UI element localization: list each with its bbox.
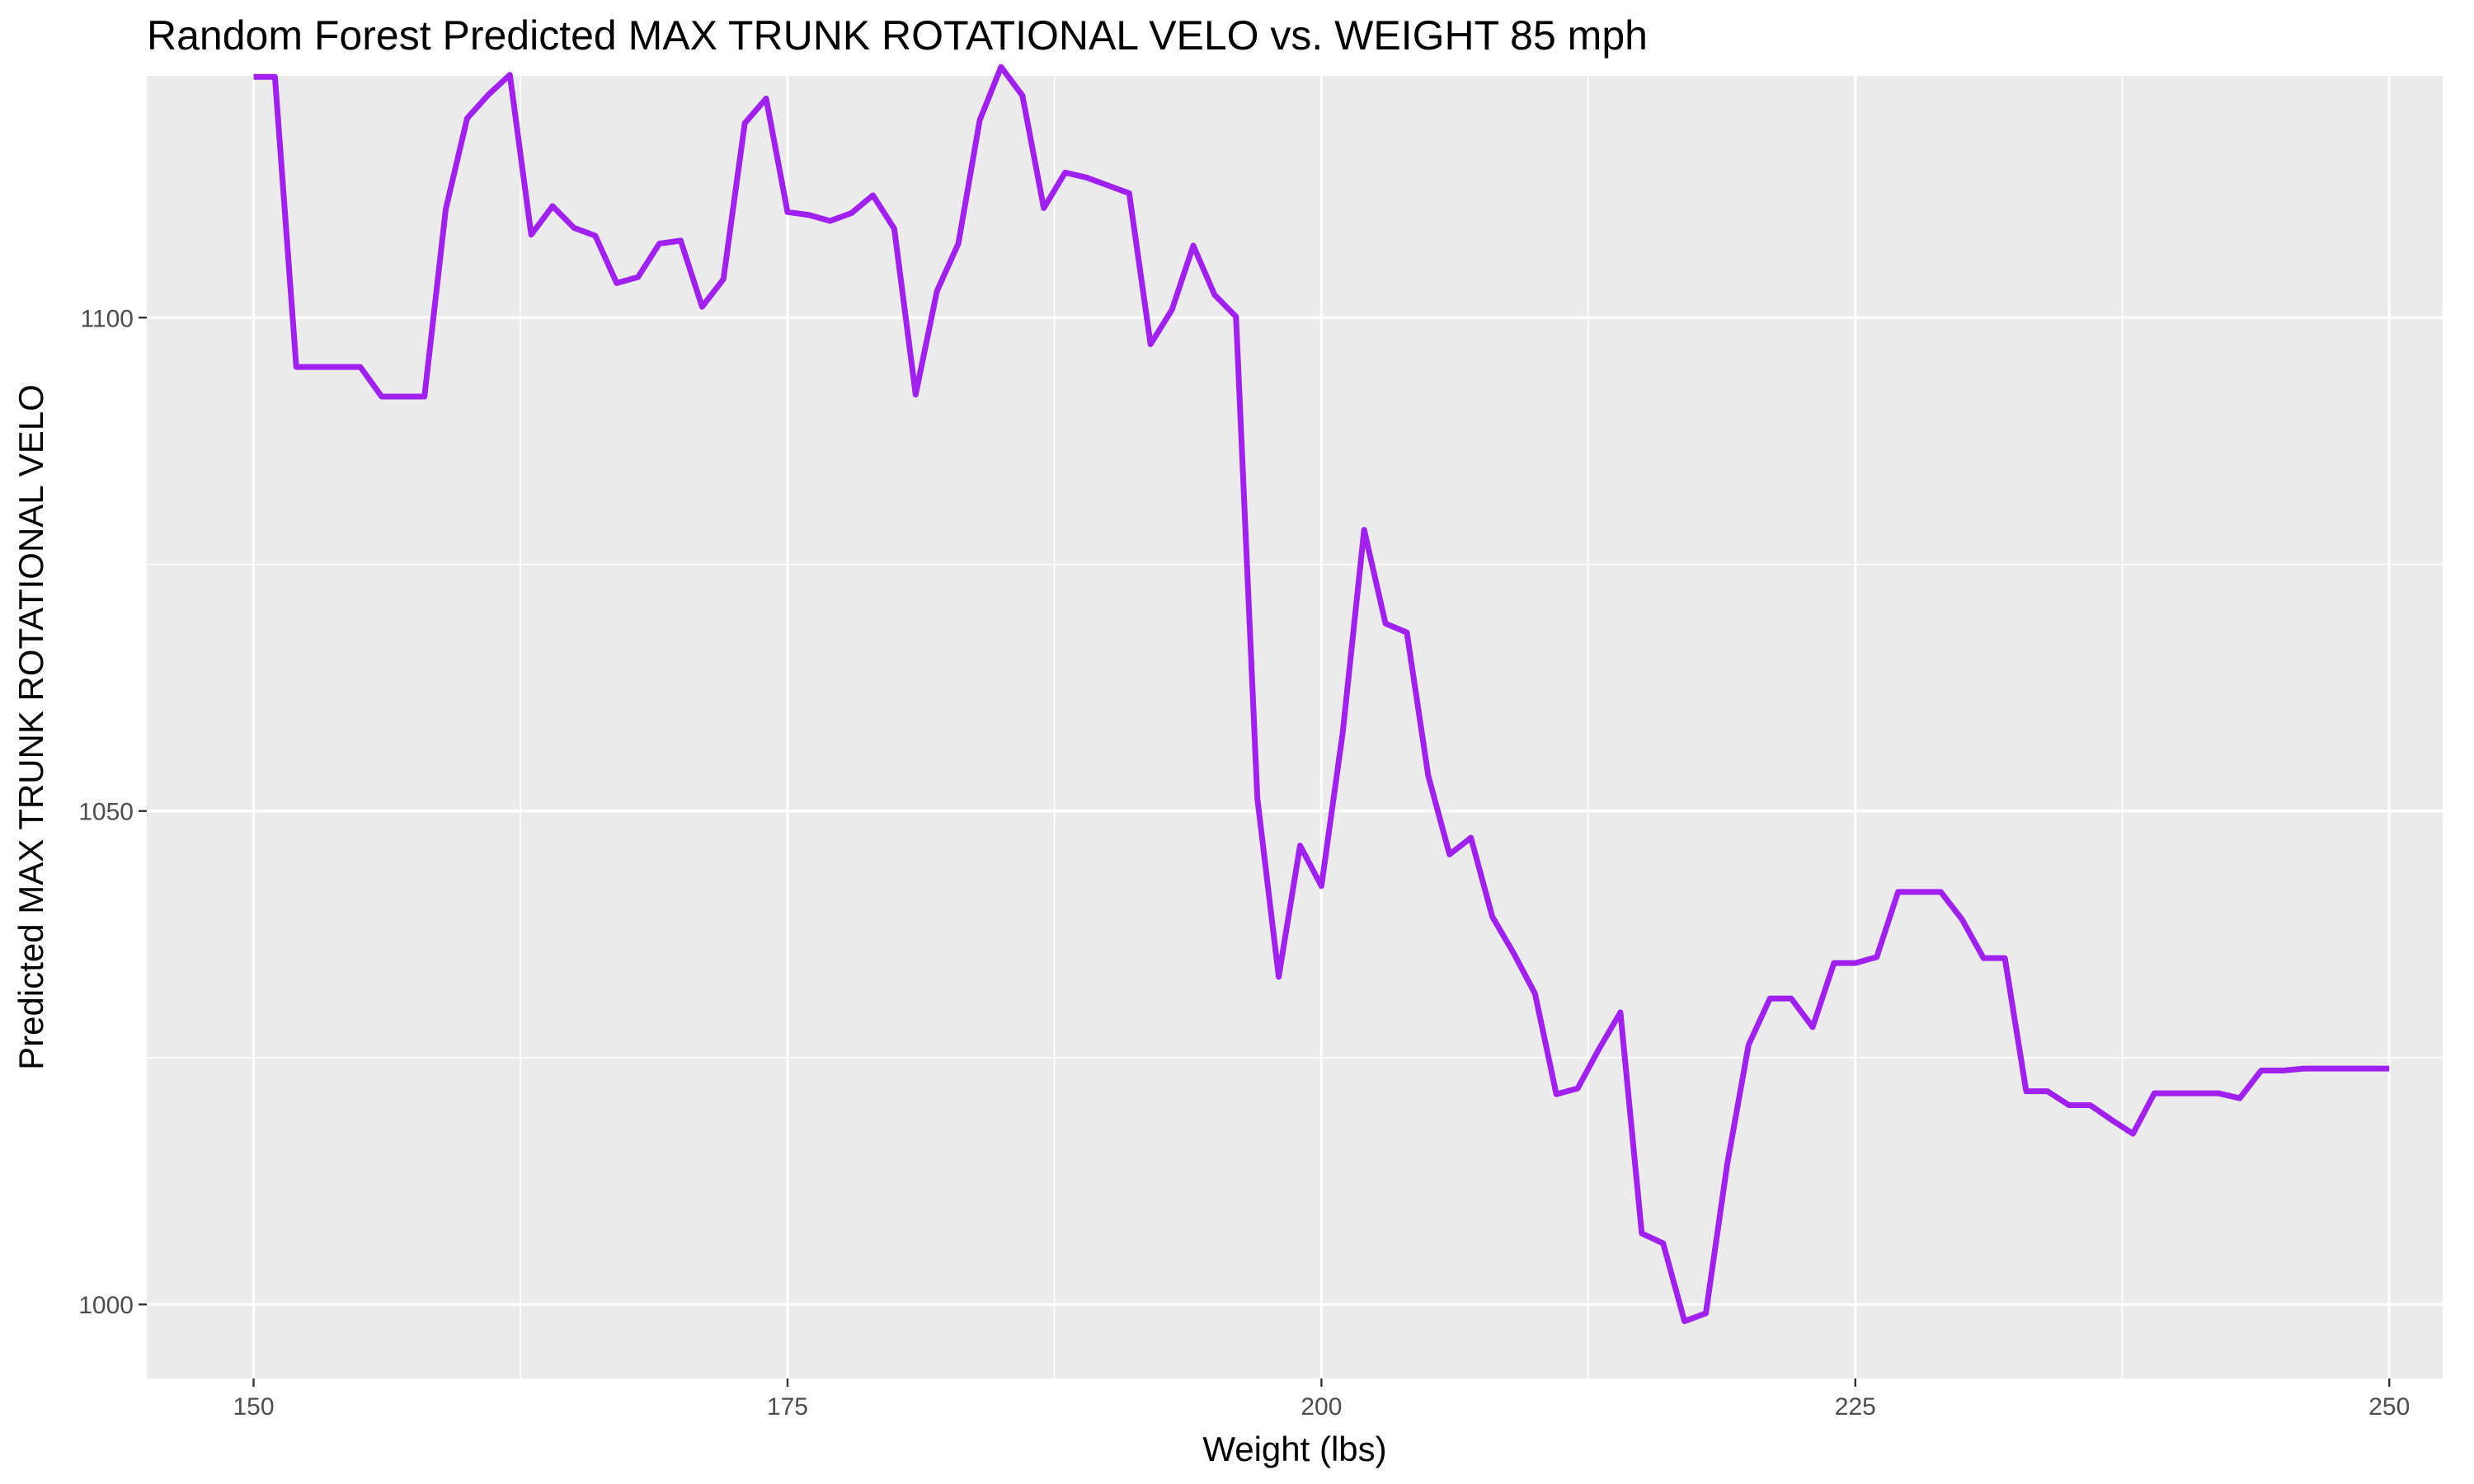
x-axis: 150 175 200 225 250 [233,1378,2410,1421]
series-line [253,63,2390,1325]
x-tick-label: 250 [2368,1393,2410,1421]
x-tick-label: 225 [1835,1393,1876,1421]
x-tick-label: 200 [1300,1393,1342,1421]
chart-title: Random Forest Predicted MAX TRUNK ROTATI… [147,12,1648,59]
minor-gridlines [147,76,2443,1378]
y-tick-label: 1000 [78,1292,134,1319]
major-gridlines [147,76,2443,1378]
y-tick-label: 1100 [80,305,134,332]
y-tick-label: 1050 [78,799,134,826]
x-tick-label: 150 [233,1393,274,1421]
y-axis-title: Predicted MAX TRUNK ROTATIONAL VELO [12,384,50,1070]
plot-panel [147,76,2443,1378]
series-group [253,63,2390,1325]
x-tick-label: 175 [767,1393,808,1421]
y-axis: 1000 1050 1100 [78,305,147,1319]
x-axis-title: Weight (lbs) [1202,1430,1386,1468]
